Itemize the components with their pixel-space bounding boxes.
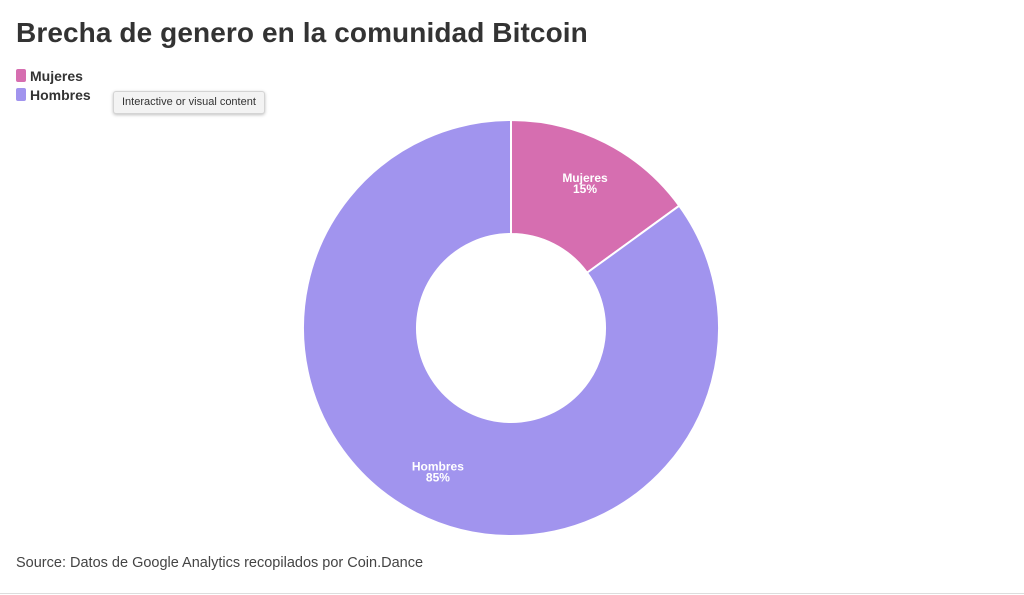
donut-slices — [302, 119, 720, 537]
donut-slice-hombres[interactable] — [302, 119, 720, 537]
interactive-content-tooltip: Interactive or visual content — [113, 91, 265, 114]
donut-slice-mujeres[interactable] — [510, 119, 681, 274]
legend-item-mujeres[interactable]: Mujeres — [16, 66, 91, 85]
chart-legend: Mujeres Hombres — [16, 66, 91, 104]
legend-label-mujeres: Mujeres — [30, 67, 83, 84]
chart-title: Brecha de genero en la comunidad Bitcoin — [16, 17, 588, 48]
source-note: Source: Datos de Google Analytics recopi… — [16, 555, 424, 571]
slice-label-hombres: Hombres — [412, 459, 464, 473]
legend-swatch-mujeres — [16, 69, 26, 82]
legend-swatch-hombres — [16, 88, 26, 101]
slice-value-hombres: 85% — [426, 470, 450, 484]
slice-value-mujeres: 15% — [573, 182, 597, 196]
footer-divider — [0, 593, 1024, 594]
slice-label-mujeres: Mujeres — [562, 171, 608, 185]
legend-label-hombres: Hombres — [30, 86, 91, 103]
legend-item-hombres[interactable]: Hombres — [16, 85, 91, 104]
